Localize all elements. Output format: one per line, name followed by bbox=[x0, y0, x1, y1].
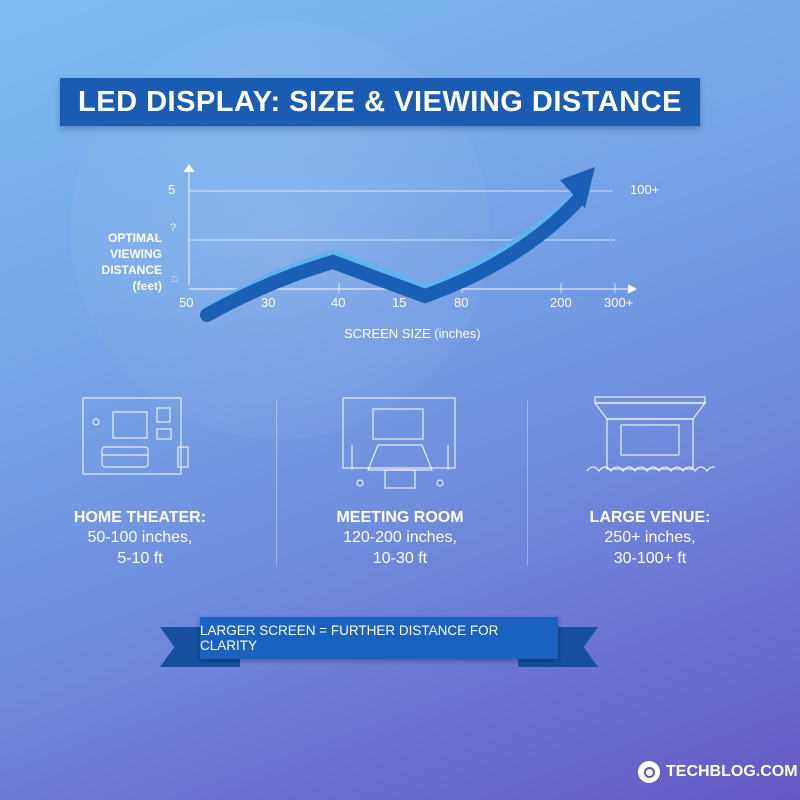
venue-meeting-room: MEETING ROOM 120-200 inches, 10-30 ft bbox=[290, 395, 510, 569]
venue-size: 120-200 inches, bbox=[343, 529, 457, 546]
right-axis-label: 100+ bbox=[630, 182, 660, 197]
venue-title: LARGE VENUE: bbox=[589, 509, 711, 526]
x-axis-arrow bbox=[627, 284, 638, 294]
y-tick-label: 5 bbox=[168, 182, 176, 197]
home-theater-icon bbox=[82, 397, 189, 475]
page-title: LED DISPLAY: SIZE & VIEWING DISTANCE bbox=[60, 78, 700, 126]
trend-arrowhead bbox=[560, 167, 595, 208]
large-venue-icon bbox=[586, 396, 715, 472]
venue-size: 250+ inches, bbox=[604, 529, 696, 546]
x-tick-label: 30 bbox=[261, 295, 276, 310]
y-tick-label: ? bbox=[170, 222, 177, 234]
ribbon-banner: LARGER SCREEN = FURTHER DISTANCE FOR CLA… bbox=[200, 617, 558, 659]
x-tick-label: 80 bbox=[454, 295, 469, 310]
venue-distance: 30-100+ ft bbox=[613, 550, 687, 567]
venue-size: 50-100 inches, bbox=[87, 529, 193, 546]
meeting-room-icon bbox=[342, 397, 456, 489]
brand-logo: TECHBLOG.COM bbox=[638, 761, 798, 783]
venue-title: HOME THEATER: bbox=[73, 509, 207, 526]
chart bbox=[183, 163, 638, 322]
x-tick-label: 40 bbox=[331, 295, 346, 310]
venue-distance: 5-10 ft bbox=[117, 550, 163, 567]
venue-title: MEETING ROOM bbox=[336, 509, 464, 526]
brand-name: TECHBLOG.COM bbox=[666, 763, 798, 780]
divider bbox=[527, 400, 528, 565]
x-tick-label: 15 bbox=[392, 295, 407, 310]
x-axis-label: SCREEN SIZE (inches) bbox=[344, 326, 481, 341]
trend-line bbox=[200, 193, 585, 322]
venue-distance: 10-30 ft bbox=[372, 550, 428, 567]
brand-logo-icon bbox=[638, 761, 660, 783]
venue-large-venue: LARGE VENUE: 250+ inches, 30-100+ ft bbox=[540, 395, 760, 569]
y-axis-label: OPTIMAL VIEWING DISTANCE (feet) bbox=[101, 231, 162, 293]
venue-home-theater: HOME THEATER: 50-100 inches, 5-10 ft bbox=[30, 395, 250, 569]
x-tick-label: 200 bbox=[550, 295, 572, 310]
x-tick-label: 300+ bbox=[604, 295, 634, 310]
x-tick-label: 50 bbox=[179, 295, 194, 310]
y-tick-label: □ bbox=[172, 274, 178, 284]
y-axis-arrow bbox=[183, 163, 195, 173]
divider bbox=[276, 400, 277, 565]
